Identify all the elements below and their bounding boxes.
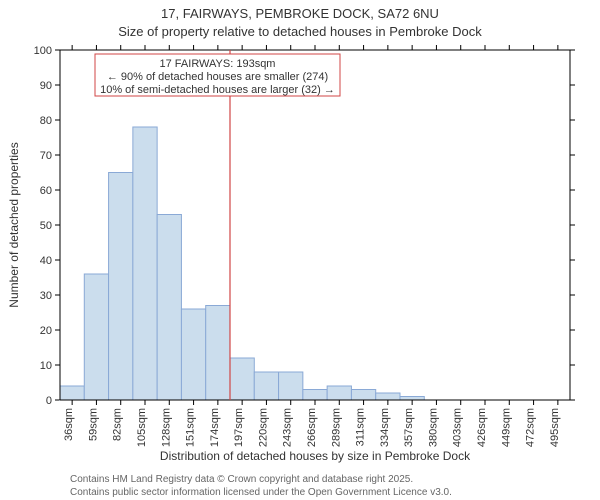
x-axis-label: Distribution of detached houses by size … <box>160 449 471 463</box>
histogram-bar <box>206 306 230 401</box>
histogram-bar <box>181 309 205 400</box>
footer-copyright-1: Contains HM Land Registry data © Crown c… <box>70 474 413 485</box>
histogram-bar <box>327 386 351 400</box>
x-tick-label: 334sqm <box>379 408 391 447</box>
histogram-bar <box>254 372 278 400</box>
y-tick-label: 60 <box>40 185 52 197</box>
histogram-bar <box>376 393 400 400</box>
annotation-line3: 10% of semi-detached houses are larger (… <box>100 84 335 96</box>
y-tick-label: 50 <box>40 220 52 232</box>
histogram-bar <box>351 390 375 401</box>
chart-subtitle: Size of property relative to detached ho… <box>118 24 482 39</box>
y-tick-label: 40 <box>40 255 52 267</box>
annotation-line2: ← 90% of detached houses are smaller (27… <box>107 71 328 83</box>
x-tick-label: 105sqm <box>136 408 148 447</box>
x-tick-label: 36sqm <box>63 408 75 441</box>
y-tick-label: 0 <box>46 395 52 407</box>
x-tick-label: 495sqm <box>549 408 561 447</box>
x-tick-label: 243sqm <box>282 408 294 447</box>
x-tick-label: 151sqm <box>185 408 197 447</box>
histogram-bar <box>60 386 84 400</box>
histogram-bar <box>303 390 327 401</box>
y-tick-label: 10 <box>40 360 52 372</box>
x-tick-label: 311sqm <box>355 408 367 446</box>
y-tick-label: 90 <box>40 80 52 92</box>
x-tick-label: 174sqm <box>209 408 221 447</box>
x-tick-label: 289sqm <box>330 408 342 447</box>
histogram-bar <box>230 358 254 400</box>
footer-copyright-2: Contains public sector information licen… <box>70 487 452 498</box>
x-tick-label: 426sqm <box>476 408 488 447</box>
chart-title-address: 17, FAIRWAYS, PEMBROKE DOCK, SA72 6NU <box>161 6 439 21</box>
histogram-bar <box>109 173 133 401</box>
y-tick-label: 70 <box>40 150 52 162</box>
y-tick-label: 80 <box>40 115 52 127</box>
x-tick-label: 266sqm <box>306 408 318 447</box>
x-tick-label: 403sqm <box>452 408 464 447</box>
x-tick-label: 197sqm <box>233 408 245 447</box>
histogram-bar <box>279 372 303 400</box>
x-tick-label: 59sqm <box>87 408 99 441</box>
histogram-bar <box>133 127 157 400</box>
y-tick-label: 100 <box>34 45 52 57</box>
x-tick-label: 128sqm <box>160 408 172 447</box>
property-size-chart: 17, FAIRWAYS, PEMBROKE DOCK, SA72 6NU Siz… <box>0 0 600 500</box>
x-tick-label: 82sqm <box>112 408 124 441</box>
chart-svg: 17, FAIRWAYS, PEMBROKE DOCK, SA72 6NU Siz… <box>0 0 600 500</box>
y-axis-label: Number of detached properties <box>7 142 21 307</box>
y-tick-label: 20 <box>40 325 52 337</box>
x-tick-label: 472sqm <box>525 408 537 447</box>
x-tick-label: 380sqm <box>427 408 439 447</box>
histogram-bar <box>400 397 424 401</box>
histogram-bar <box>157 215 181 401</box>
histogram-bar <box>84 274 108 400</box>
x-tick-label: 220sqm <box>257 408 269 447</box>
x-tick-label: 449sqm <box>500 408 512 447</box>
annotation-line1: 17 FAIRWAYS: 193sqm <box>160 58 276 70</box>
x-tick-label: 357sqm <box>403 408 415 447</box>
y-tick-label: 30 <box>40 290 52 302</box>
